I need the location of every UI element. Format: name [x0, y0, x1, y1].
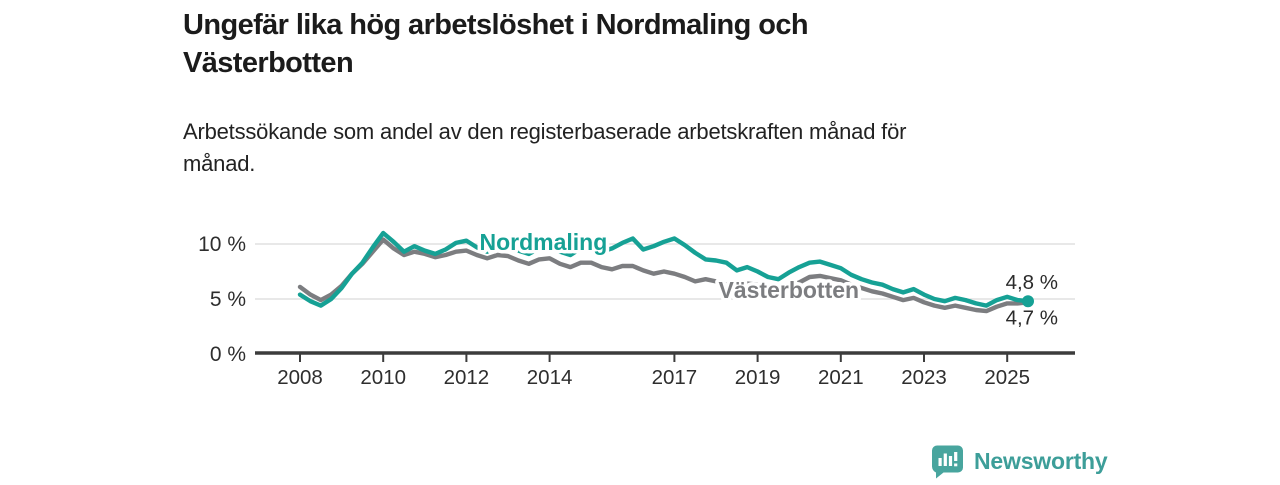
x-tick-label: 2010 [360, 366, 406, 389]
x-tick-label: 2012 [444, 366, 490, 389]
chart-subtitle-line1: Arbetssökande som andel av den registerb… [183, 119, 907, 144]
x-tick-label: 2014 [527, 366, 573, 389]
brand-logo: Newsworthy [930, 444, 1108, 479]
newsworthy-logo-icon [932, 445, 963, 479]
x-tick-label: 2023 [901, 366, 947, 389]
chart-subtitle: Arbetssökande som andel av den registerb… [183, 116, 906, 180]
series-label-västerbotten: Västerbotten [719, 277, 860, 303]
chart-subtitle-line2: månad. [183, 151, 256, 176]
y-tick-label: 10 % [198, 233, 246, 256]
end-value-label: 4,8 % [1006, 271, 1058, 294]
brand-name: Newsworthy [974, 448, 1108, 474]
series-end-dot [1022, 295, 1034, 308]
x-tick-label: 2017 [652, 366, 698, 389]
y-tick-label: 0 % [210, 343, 246, 366]
chart-title-line2: Västerbotten [183, 47, 354, 79]
end-value-label: 4,7 % [1006, 306, 1058, 329]
x-tick-label: 2021 [818, 366, 864, 389]
y-tick-label: 5 % [210, 288, 246, 311]
series-line-nordmaling [297, 230, 1031, 308]
chart-title: Ungefär lika hög arbetslöshet i Nordmali… [183, 6, 809, 82]
x-tick-label: 2019 [735, 366, 781, 389]
series-line-västerbotten [297, 237, 1031, 314]
series-label-nordmaling: Nordmaling [480, 229, 608, 255]
x-tick-label: 2025 [984, 366, 1030, 389]
x-tick-label: 2008 [277, 366, 323, 389]
chart-title-line1: Ungefär lika hög arbetslöshet i Nordmali… [183, 9, 809, 41]
